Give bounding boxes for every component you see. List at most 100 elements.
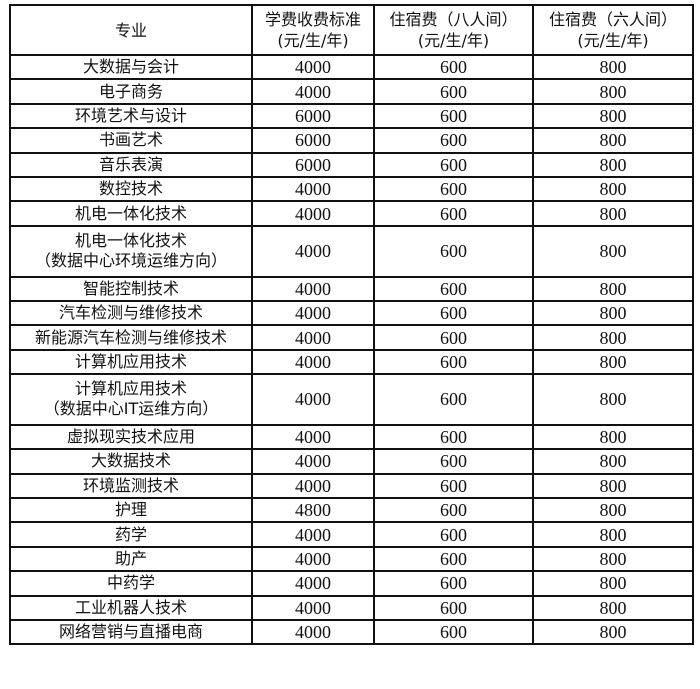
major-name: 工业机器人技术 (74, 597, 187, 617)
dorm-8-cell: 600 (373, 275, 534, 302)
dorm-8-cell: 600 (373, 299, 534, 327)
dorm-6-cell: 800 (532, 570, 694, 597)
major-cell: 智能控制技术 (9, 275, 253, 302)
table-row: 药学 4000 600 800 (9, 521, 694, 548)
major-name: 大数据技术 (90, 451, 171, 471)
table-row: 环境监测技术 4000 600 800 (9, 472, 694, 500)
tuition-cell: 4000 (251, 594, 375, 622)
major-cell: 中药学 (9, 570, 253, 597)
tuition-cell: 4800 (251, 497, 375, 524)
table-row: 计算机应用技术 （数据中心IT运维方向） 4000 600 800 (9, 373, 694, 426)
major-name: 药学 (114, 524, 147, 544)
tuition-cell: 4000 (251, 224, 375, 278)
major-name: 大数据与会计 (82, 57, 179, 77)
major-cell: 药学 (9, 521, 253, 548)
major-cell: 新能源汽车检测与维修技术 (9, 324, 253, 351)
fee-table: 专业 学费收费标准 (元/生/年) 住宿费（八人间） (元/生/年) 住宿费（六人间… (9, 4, 694, 646)
header-unit: (元/生/年) (417, 31, 490, 50)
major-cell: 虚拟现实技术应用 (9, 423, 253, 451)
major-name: 书画艺术 (98, 130, 163, 150)
major-cell: 助产 (9, 545, 253, 573)
table-row: 电子商务 4000 600 800 (9, 78, 694, 105)
header-text: 住宿费（六人间） (548, 10, 677, 29)
dorm-8-cell: 600 (373, 472, 534, 500)
major-cell: 护理 (9, 497, 253, 524)
dorm-6-cell: 800 (532, 200, 694, 227)
header-text: 学费收费标准 (264, 10, 361, 29)
dorm-6-cell: 800 (532, 545, 694, 573)
tuition-cell: 6000 (251, 102, 375, 130)
tuition-cell: 4000 (251, 324, 375, 351)
table-row: 护理 4800 600 800 (9, 497, 694, 524)
dorm-6-cell: 800 (532, 448, 694, 475)
dorm-8-cell: 600 (373, 423, 534, 451)
tuition-cell: 4000 (251, 618, 375, 646)
dorm-6-cell: 800 (532, 299, 694, 327)
table-row: 计算机应用技术 4000 600 800 (9, 348, 694, 376)
table-row: 大数据技术 4000 600 800 (9, 448, 694, 475)
table-row: 机电一体化技术 4000 600 800 (9, 200, 694, 227)
major-name: 汽车检测与维修技术 (58, 303, 203, 323)
dorm-6-cell: 800 (532, 594, 694, 622)
major-cell: 电子商务 (9, 78, 253, 105)
dorm-6-cell: 800 (532, 373, 694, 426)
table-row: 中药学 4000 600 800 (9, 570, 694, 597)
dorm-8-cell: 600 (373, 151, 534, 178)
dorm-6-cell: 800 (532, 102, 694, 130)
table-row: 数控技术 4000 600 800 (9, 175, 694, 203)
major-cell: 大数据技术 (9, 448, 253, 475)
major-cell: 书画艺术 (9, 127, 253, 154)
major-cell: 网络营销与直播电商 (9, 618, 253, 646)
dorm-8-cell: 600 (373, 570, 534, 597)
header-row: 专业 学费收费标准 (元/生/年) 住宿费（八人间） (元/生/年) 住宿费（六人间… (9, 4, 694, 56)
dorm-8-cell: 600 (373, 545, 534, 573)
major-cell: 机电一体化技术 (9, 200, 253, 227)
table-row: 助产 4000 600 800 (9, 545, 694, 573)
dorm-6-cell: 800 (532, 324, 694, 351)
major-name: 数控技术 (98, 179, 163, 199)
major-cell: 数控技术 (9, 175, 253, 203)
table-row: 汽车检测与维修技术 4000 600 800 (9, 299, 694, 327)
major-cell: 工业机器人技术 (9, 594, 253, 622)
dorm-8-cell: 600 (373, 448, 534, 475)
header-text: 住宿费（八人间） (389, 10, 518, 29)
major-cell: 汽车检测与维修技术 (9, 299, 253, 327)
table-row: 书画艺术 6000 600 800 (9, 127, 694, 154)
dorm-6-cell: 800 (532, 53, 694, 81)
major-name: 护理 (114, 500, 147, 520)
tuition-cell: 6000 (251, 127, 375, 154)
dorm-6-cell: 800 (532, 618, 694, 646)
header-major: 专业 (9, 4, 253, 56)
dorm-6-cell: 800 (532, 224, 694, 278)
tuition-cell: 4000 (251, 53, 375, 81)
major-direction: （数据中心IT运维方向） (43, 399, 219, 419)
tuition-cell: 4000 (251, 545, 375, 573)
major-name: 助产 (114, 549, 147, 569)
major-name: 计算机应用技术 (74, 351, 187, 371)
major-name: 环境艺术与设计 (74, 105, 187, 125)
dorm-6-cell: 800 (532, 275, 694, 302)
major-name: 机电一体化技术 (74, 203, 187, 223)
dorm-6-cell: 800 (532, 348, 694, 376)
header-unit: (元/生/年) (577, 31, 649, 50)
header-text: 专业 (114, 20, 147, 40)
dorm-8-cell: 600 (373, 127, 534, 154)
major-name: 电子商务 (98, 81, 163, 101)
dorm-6-cell: 800 (532, 151, 694, 178)
tuition-cell: 4000 (251, 448, 375, 475)
dorm-8-cell: 600 (373, 348, 534, 376)
tuition-cell: 4000 (251, 175, 375, 203)
dorm-6-cell: 800 (532, 175, 694, 203)
major-name: 环境监测技术 (82, 475, 179, 495)
tuition-cell: 4000 (251, 521, 375, 548)
dorm-8-cell: 600 (373, 102, 534, 130)
major-name: 中药学 (106, 573, 155, 593)
header-tuition: 学费收费标准 (元/生/年) (251, 4, 375, 56)
tuition-cell: 4000 (251, 275, 375, 302)
major-cell: 音乐表演 (9, 151, 253, 178)
major-cell: 机电一体化技术 （数据中心环境运维方向） (9, 224, 253, 278)
tuition-cell: 4000 (251, 348, 375, 376)
tuition-cell: 4000 (251, 472, 375, 500)
tuition-cell: 4000 (251, 570, 375, 597)
major-name: 虚拟现实技术应用 (66, 427, 195, 447)
